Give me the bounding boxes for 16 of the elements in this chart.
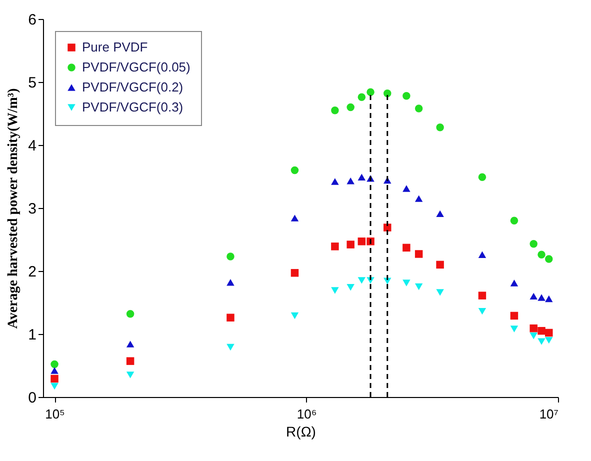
y-tick-label: 1 — [28, 326, 36, 344]
y-tick-label: 4 — [28, 138, 36, 154]
y-tick-label: 5 — [28, 74, 36, 92]
x-axis-title: R(Ω) — [286, 424, 316, 440]
y-tick-label: 0 — [28, 390, 36, 406]
legend-label: PVDF/VGCF(0.3) — [82, 100, 184, 114]
legend-label: PVDF/VGCF(0.05) — [82, 60, 190, 74]
y-tick-label: 2 — [28, 264, 36, 280]
y-axis-title: Average harvested power density(W/m³) — [6, 88, 22, 329]
x-tick-label: 10⁵ — [45, 406, 65, 422]
x-tick-label: 10⁷ — [539, 406, 559, 422]
legend-label: PVDF/VGCF(0.2) — [82, 80, 184, 94]
y-tick-label: 6 — [28, 12, 36, 28]
y-tick-label: 3 — [28, 200, 36, 218]
x-tick-label: 10⁶ — [296, 406, 317, 422]
legend-label: Pure PVDF — [82, 40, 148, 54]
